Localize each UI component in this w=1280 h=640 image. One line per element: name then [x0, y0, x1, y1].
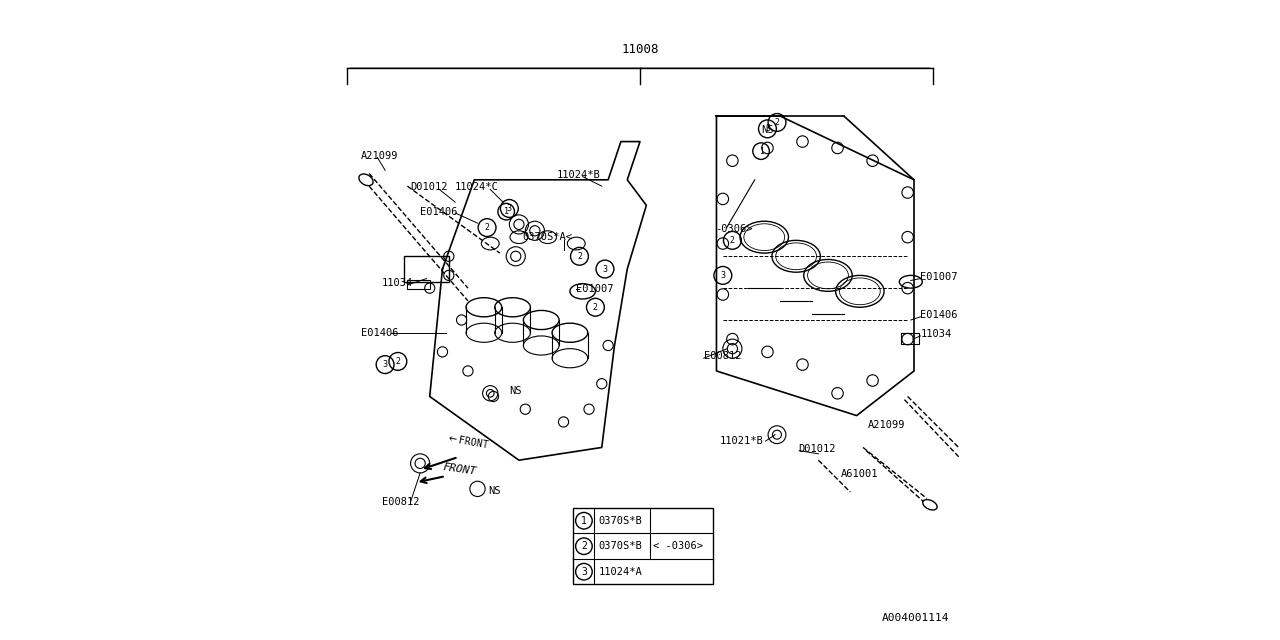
Text: NS: NS [762, 125, 773, 135]
Text: E01406: E01406 [361, 328, 398, 338]
Text: NS: NS [489, 486, 500, 496]
Text: D01012: D01012 [797, 444, 836, 454]
Text: 11008: 11008 [621, 42, 659, 56]
Text: 3: 3 [581, 566, 586, 577]
Text: A61001: A61001 [841, 469, 878, 479]
Text: < -0306>: < -0306> [653, 541, 703, 551]
Bar [404, 256, 449, 282]
Text: D01012: D01012 [411, 182, 448, 193]
Text: FRONT: FRONT [443, 463, 477, 477]
Text: E01406: E01406 [420, 207, 458, 217]
Text: 11034: 11034 [381, 278, 413, 288]
Text: 0370S*B: 0370S*B [599, 541, 643, 551]
Text: 1: 1 [581, 516, 586, 525]
Text: 3: 3 [721, 271, 726, 280]
Text: -0306>: -0306> [716, 224, 753, 234]
Text: 3: 3 [383, 360, 388, 369]
Text: 0370S*A<: 0370S*A< [522, 232, 572, 242]
Text: 2: 2 [730, 236, 735, 245]
Text: 11024*B: 11024*B [557, 170, 600, 180]
Text: 2: 2 [593, 303, 598, 312]
Text: 2: 2 [485, 223, 489, 232]
Text: 11034: 11034 [920, 329, 951, 339]
Text: E01406: E01406 [920, 310, 957, 320]
Text: 2: 2 [577, 252, 582, 260]
Bar [407, 280, 430, 289]
Text: 1: 1 [759, 147, 763, 156]
Bar [573, 508, 713, 584]
Text: E00812: E00812 [704, 351, 741, 362]
Text: 2: 2 [581, 541, 586, 551]
Text: 3: 3 [507, 204, 512, 213]
Text: A21099: A21099 [361, 150, 398, 161]
Text: E00812: E00812 [381, 497, 420, 507]
Text: A004001114: A004001114 [882, 612, 948, 623]
Text: 2: 2 [396, 357, 401, 366]
Text: 3: 3 [603, 264, 608, 273]
Text: A21099: A21099 [868, 420, 906, 430]
Text: E01007: E01007 [920, 272, 957, 282]
Text: 11024*A: 11024*A [599, 566, 643, 577]
Text: 3: 3 [765, 124, 771, 133]
Text: 11021*B: 11021*B [719, 436, 763, 446]
Text: E01007: E01007 [576, 284, 614, 294]
Text: $\leftarrow$FRONT: $\leftarrow$FRONT [445, 431, 490, 451]
Text: 2: 2 [774, 118, 780, 127]
Bar [901, 333, 919, 344]
Text: 11024*C: 11024*C [456, 182, 499, 193]
Text: 1: 1 [504, 207, 508, 216]
Text: NS: NS [509, 387, 522, 396]
Text: 0370S*B: 0370S*B [599, 516, 643, 525]
